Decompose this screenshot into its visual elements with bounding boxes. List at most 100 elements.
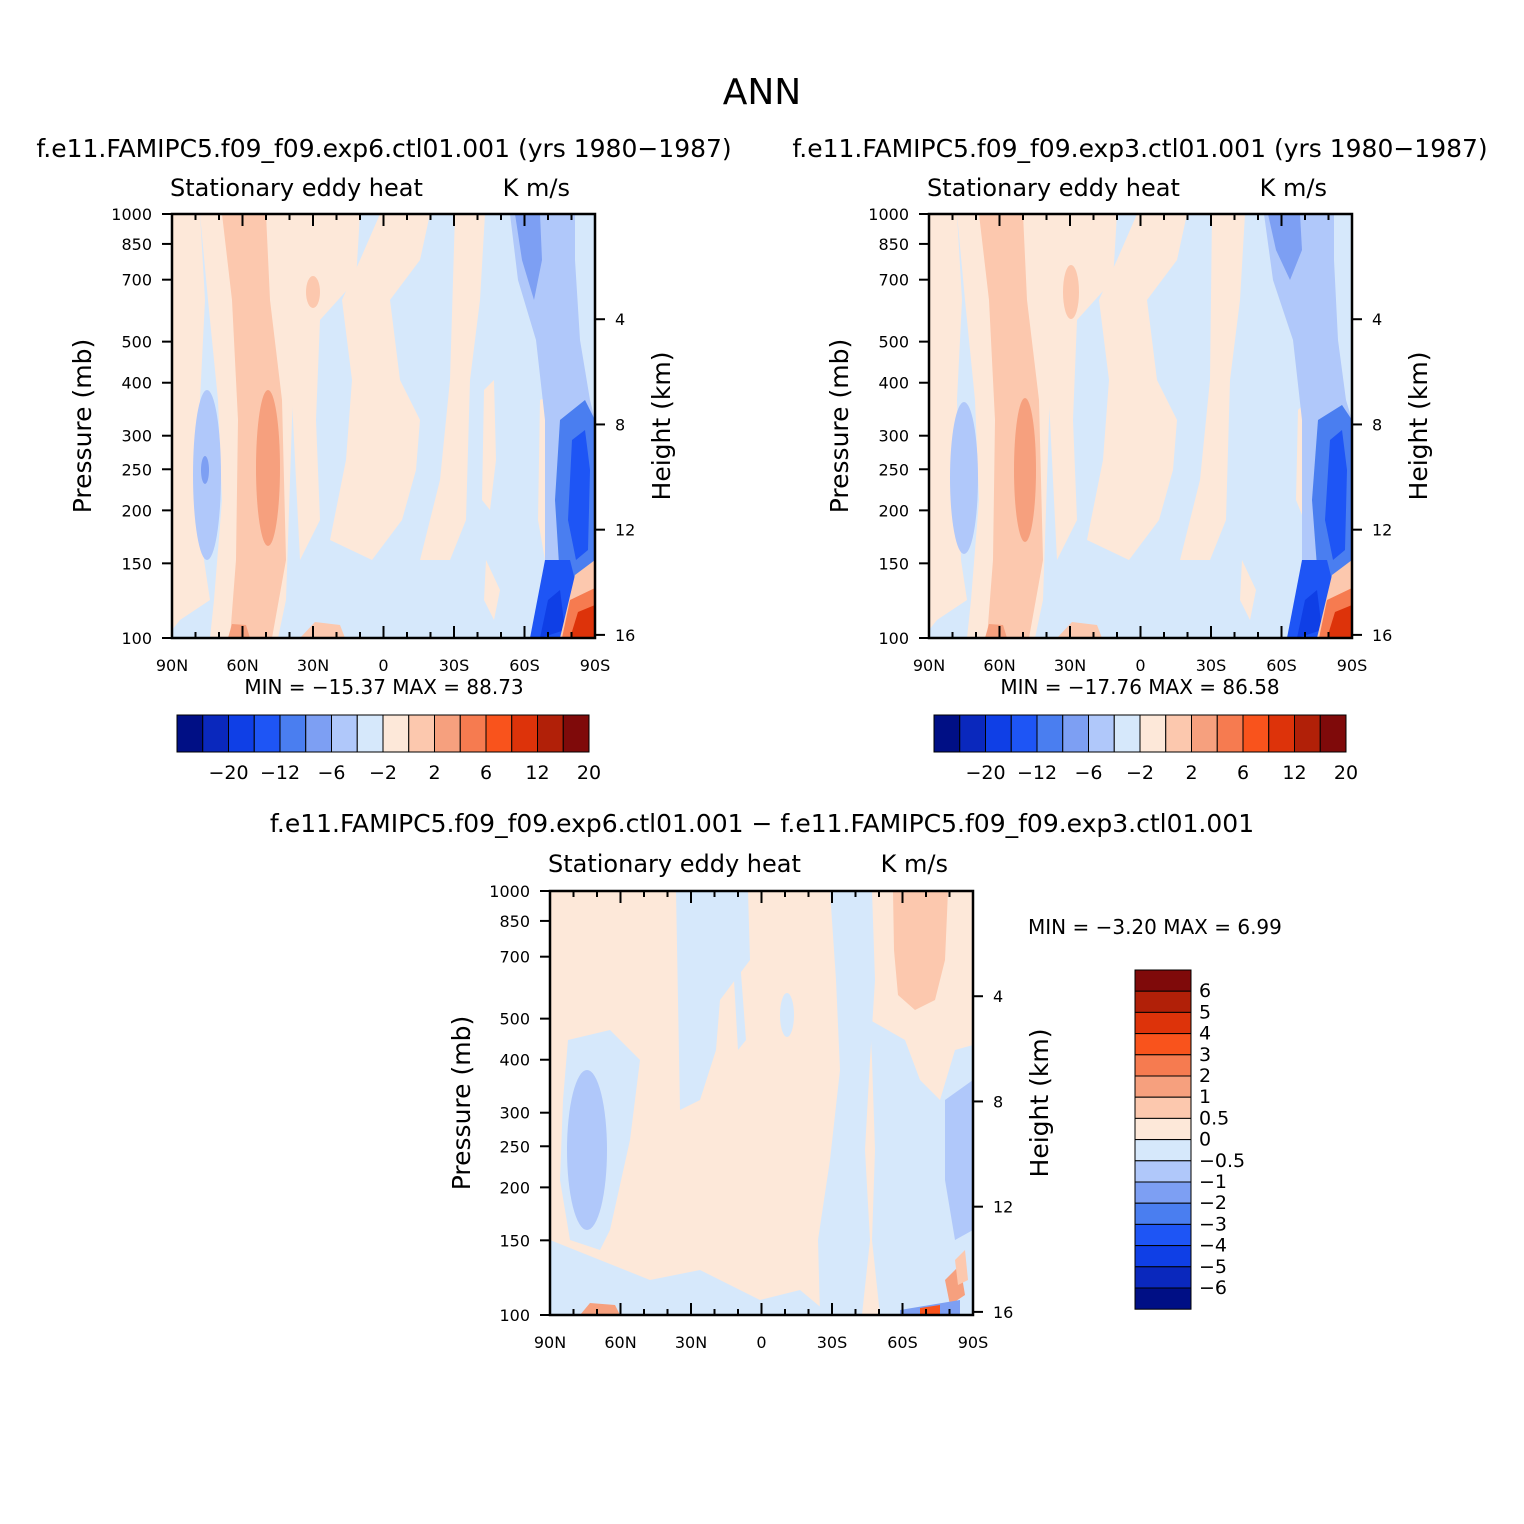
x-tick-label: 60S: [509, 656, 540, 675]
y2-axis-label: Height (km): [1404, 352, 1433, 501]
x-tick-label: 90N: [534, 1333, 566, 1352]
y-tick-label: 400: [499, 1051, 530, 1070]
y2-tick-label: 4: [1372, 310, 1382, 329]
x-tick-label: 60N: [604, 1333, 636, 1352]
colorbar-box: [562, 714, 590, 753]
y-tick-label: 400: [878, 374, 909, 393]
colorbar-box: [1134, 1287, 1192, 1310]
colorbar-box: [1294, 714, 1321, 753]
colorbar-label: 2: [1185, 762, 1197, 784]
min-max-text: MIN = −3.20 MAX = 6.99: [1028, 915, 1282, 939]
colorbar-label: −2: [1126, 762, 1154, 784]
colorbar-box: [356, 714, 384, 753]
y-tick-label: 850: [121, 235, 152, 254]
x-tick-label: 30N: [675, 1333, 707, 1352]
colorbar-box: [1134, 969, 1192, 992]
colorbar-box: [1134, 1266, 1192, 1289]
y2-tick-label: 12: [1372, 521, 1392, 540]
colorbar-label: −6: [1199, 1277, 1227, 1299]
colorbar-box: [1139, 714, 1167, 753]
y2-axis-label: Height (km): [647, 352, 676, 501]
x-tick-label: 90N: [913, 656, 945, 675]
y-tick-label: 850: [878, 235, 909, 254]
colorbar-box: [202, 714, 229, 753]
y-tick-label: 100: [121, 629, 152, 648]
panel-units: K m/s: [881, 850, 948, 878]
x-tick-label: 30N: [1054, 656, 1086, 675]
colorbar-box: [176, 714, 204, 753]
x-tick-label: 60N: [226, 656, 258, 675]
x-tick-label: 60N: [983, 656, 1015, 675]
colorbar-horizontal-exp6: −20 −12 −6 −2 2 6 12 20: [176, 714, 601, 784]
y-tick-label: 1000: [111, 205, 152, 224]
y2-axis-label: Height (km): [1025, 1029, 1054, 1178]
y-tick-label: 700: [499, 948, 530, 967]
y-axis-label: Pressure (mb): [825, 339, 854, 513]
y-tick-label: 300: [878, 427, 909, 446]
colorbar-box: [1268, 714, 1295, 753]
y2-tick-label: 16: [1372, 626, 1392, 645]
contour-field: [172, 214, 595, 638]
colorbar-box: [253, 714, 281, 753]
y-tick-label: 150: [878, 554, 909, 573]
colorbar-label: 4: [1199, 1023, 1211, 1045]
min-max-text: MIN = −15.37 MAX = 88.73: [244, 675, 523, 699]
y-tick-label: 250: [121, 460, 152, 479]
min-max-text: MIN = −17.76 MAX = 86.58: [1000, 675, 1279, 699]
y-tick-label: 100: [878, 629, 909, 648]
x-tick-label: 90S: [958, 1333, 989, 1352]
colorbar-horizontal-exp3: −20 −12 −6 −2 2 6 12 20: [933, 714, 1358, 784]
x-tick-label: 90S: [580, 656, 611, 675]
colorbar-box: [1134, 1054, 1192, 1077]
y-tick-label: 250: [878, 460, 909, 479]
colorbar-box: [1134, 1117, 1192, 1141]
colorbar-box: [382, 714, 410, 753]
colorbar-box: [1216, 714, 1244, 753]
colorbar-box: [1134, 1202, 1192, 1225]
colorbar-box: [1062, 714, 1089, 753]
colorbar-box: [1036, 714, 1064, 753]
y-tick-label: 500: [878, 333, 909, 352]
colorbar-box: [1134, 1223, 1192, 1247]
panel-title: f.e11.FAMIPC5.f09_f09.exp6.ctl01.001 (yr…: [36, 134, 731, 163]
colorbar-box: [459, 714, 487, 753]
colorbar-box: [279, 714, 307, 753]
colorbar-box: [511, 714, 538, 753]
colorbar-box: [1134, 1181, 1192, 1204]
colorbar-label: −5: [1199, 1256, 1227, 1278]
x-tick-label: 90N: [156, 656, 188, 675]
y-tick-label: 1000: [489, 882, 530, 901]
colorbar-label: −6: [317, 762, 345, 784]
colorbar-box: [1113, 714, 1141, 753]
colorbar-box: [537, 714, 564, 753]
panel-title: f.e11.FAMIPC5.f09_f09.exp6.ctl01.001 − f…: [270, 809, 1254, 838]
x-tick-label: 60S: [1266, 656, 1297, 675]
y2-tick-label: 8: [993, 1092, 1003, 1111]
colorbar-label: 12: [525, 762, 549, 784]
y-tick-label: 300: [499, 1104, 530, 1123]
colorbar-box: [1191, 714, 1218, 753]
colorbar-label: −1: [1199, 1171, 1227, 1193]
y-tick-label: 300: [121, 427, 152, 446]
colorbar-label: 2: [1199, 1065, 1211, 1087]
y-tick-label: 850: [499, 912, 530, 931]
colorbar-label: 20: [1334, 762, 1358, 784]
y-axis-label: Pressure (mb): [447, 1016, 476, 1190]
colorbar-label: −20: [965, 762, 1005, 784]
colorbar-box: [1134, 1033, 1192, 1056]
contour-field: [929, 214, 1352, 638]
panel-difference: f.e11.FAMIPC5.f09_f09.exp6.ctl01.001 − f…: [270, 809, 1282, 1352]
y-tick-label: 400: [121, 374, 152, 393]
axes: 100 150 200 250 300 400 500 700 850 1000 16 12 8 4 90N…: [489, 882, 1013, 1352]
colorbar-box: [1165, 714, 1192, 753]
colorbar-box: [1134, 1075, 1192, 1098]
y-axis-label: Pressure (mb): [68, 339, 97, 513]
y2-tick-label: 4: [993, 987, 1003, 1006]
colorbar-box: [331, 714, 358, 753]
panel-units: K m/s: [503, 174, 570, 202]
y-tick-label: 500: [121, 333, 152, 352]
colorbar-label: −2: [1199, 1192, 1227, 1214]
y-tick-label: 150: [121, 554, 152, 573]
colorbar-box: [1134, 1245, 1192, 1268]
